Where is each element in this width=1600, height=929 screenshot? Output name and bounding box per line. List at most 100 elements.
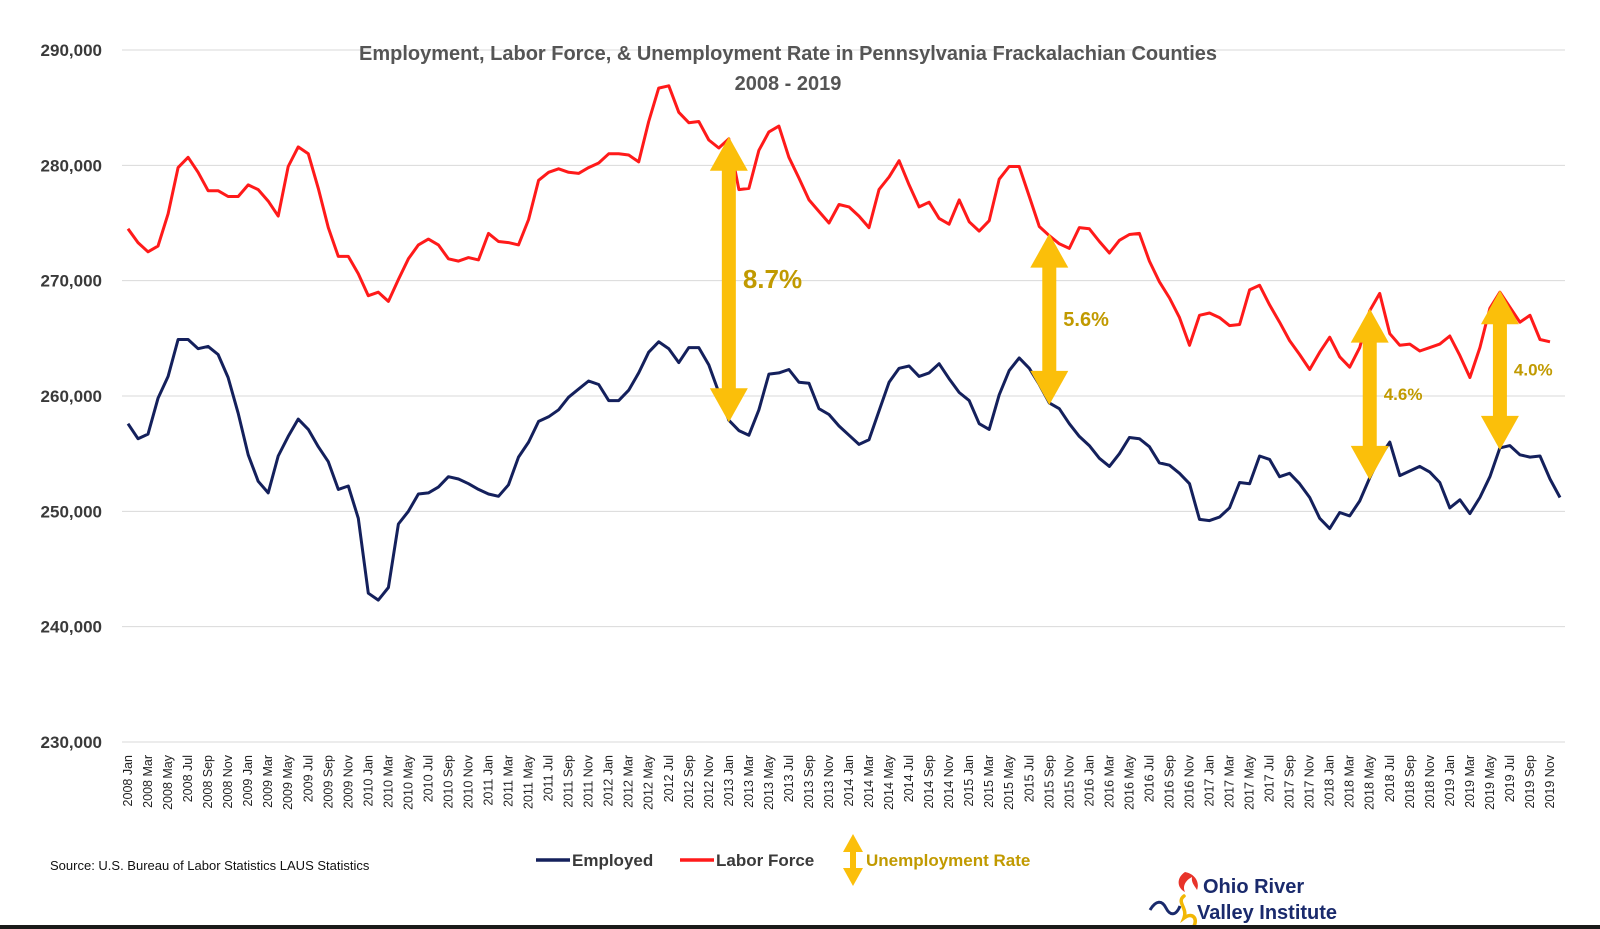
x-tick-label: 2014 Mar xyxy=(862,755,876,808)
x-tick-label: 2012 Nov xyxy=(702,754,716,808)
x-tick-label: 2013 Sep xyxy=(802,755,816,809)
x-tick-label: 2019 Jul xyxy=(1503,755,1517,802)
x-tick-label: 2016 Sep xyxy=(1163,755,1177,809)
x-tick-label: 2014 Jul xyxy=(902,755,916,802)
x-axis-ticks: 2008 Jan 2008 Mar 2008 May 2008 Jul 2008 Sep… xyxy=(121,754,1557,810)
unemployment-annotations: 8.7% 5.6% 4.6% 4.0% xyxy=(709,136,1553,480)
x-tick-label: 2016 Jul xyxy=(1142,755,1156,802)
x-tick-label: 2011 Jul xyxy=(542,755,556,801)
x-tick-label: 2015 Mar xyxy=(982,755,996,808)
x-tick-label: 2013 Jul xyxy=(782,755,796,802)
x-tick-label: 2013 Nov xyxy=(822,754,836,808)
x-tick-label: 2017 Jan xyxy=(1203,755,1217,806)
legend-arrow-icon xyxy=(843,834,863,886)
y-tick-label: 250,000 xyxy=(41,502,102,521)
logo-river-icon xyxy=(1179,894,1197,928)
x-tick-label: 2013 Jan xyxy=(722,755,736,806)
x-tick-label: 2012 May xyxy=(642,754,656,810)
x-tick-label: 2008 Jan xyxy=(121,755,135,806)
unemployment-arrow xyxy=(1350,308,1389,480)
x-tick-label: 2011 Jan xyxy=(482,755,496,806)
x-tick-label: 2014 Jan xyxy=(842,755,856,806)
x-tick-label: 2018 Jan xyxy=(1323,755,1337,806)
x-tick-label: 2008 Mar xyxy=(141,755,155,808)
logo-flame-icon xyxy=(1178,872,1198,892)
x-tick-label: 2011 May xyxy=(522,754,536,809)
x-tick-label: 2010 Nov xyxy=(462,754,476,808)
y-tick-label: 230,000 xyxy=(41,733,102,752)
x-tick-label: 2008 Sep xyxy=(201,755,215,809)
x-tick-label: 2008 May xyxy=(161,754,175,810)
x-tick-label: 2018 Nov xyxy=(1423,754,1437,808)
x-tick-label: 2019 Mar xyxy=(1463,755,1477,808)
gridlines xyxy=(122,49,1565,743)
legend-labor-force-label: Labor Force xyxy=(716,851,814,870)
ohio-river-valley-institute-logo: Ohio River Valley Institute xyxy=(1148,872,1337,928)
x-tick-label: 2015 Sep xyxy=(1042,755,1056,809)
x-tick-label: 2010 Jul xyxy=(421,755,435,802)
y-axis-ticks: 230,000 240,000 250,000 260,000 270,000 280,0… xyxy=(41,41,102,752)
logo-wave-icon xyxy=(1148,900,1182,916)
chart-title: Employment, Labor Force, & Unemployment … xyxy=(359,43,1217,65)
legend: Employed Labor Force Unemployment Rate xyxy=(536,834,1030,886)
series-line-employed xyxy=(126,338,1562,602)
x-tick-label: 2018 Mar xyxy=(1343,755,1357,808)
x-tick-label: 2018 May xyxy=(1363,754,1377,810)
y-tick-label: 280,000 xyxy=(41,156,102,175)
x-tick-label: 2016 May xyxy=(1122,754,1136,810)
unemployment-rate-label: 4.6% xyxy=(1384,385,1423,404)
x-tick-label: 2011 Nov xyxy=(582,754,596,807)
x-tick-label: 2010 Mar xyxy=(381,755,395,808)
series-lines xyxy=(126,84,1562,602)
unemployment-rate-label: 4.0% xyxy=(1514,361,1553,380)
x-tick-label: 2015 Nov xyxy=(1062,754,1076,808)
x-tick-label: 2009 Sep xyxy=(321,755,335,809)
x-tick-label: 2018 Jul xyxy=(1383,755,1397,802)
x-tick-label: 2019 May xyxy=(1483,754,1497,810)
x-tick-label: 2016 Nov xyxy=(1183,754,1197,808)
legend-employed-label: Employed xyxy=(572,851,653,870)
x-tick-label: 2015 Jul xyxy=(1022,755,1036,802)
x-tick-label: 2010 Jan xyxy=(361,755,375,806)
unemployment-arrow xyxy=(1480,290,1519,450)
chart-subtitle: 2008 - 2019 xyxy=(735,73,842,95)
logo-line1: Ohio River xyxy=(1203,876,1304,898)
x-tick-label: 2017 Sep xyxy=(1283,755,1297,809)
unemployment-rate-label: 5.6% xyxy=(1063,309,1109,331)
x-tick-label: 2012 Sep xyxy=(682,755,696,809)
x-tick-label: 2013 Mar xyxy=(742,755,756,808)
x-tick-label: 2017 Mar xyxy=(1223,755,1237,808)
y-tick-label: 260,000 xyxy=(41,387,102,406)
x-tick-label: 2019 Jan xyxy=(1443,755,1457,806)
x-tick-label: 2017 Nov xyxy=(1303,754,1317,808)
unemployment-arrow xyxy=(1030,233,1069,405)
bottom-rule xyxy=(0,925,1600,929)
x-tick-label: 2009 Mar xyxy=(261,755,275,808)
legend-unemployment-rate-label: Unemployment Rate xyxy=(866,851,1030,870)
x-tick-label: 2008 Jul xyxy=(181,755,195,802)
x-tick-label: 2009 May xyxy=(281,754,295,810)
y-tick-label: 270,000 xyxy=(41,272,102,291)
x-tick-label: 2014 Nov xyxy=(942,754,956,808)
x-tick-label: 2012 Mar xyxy=(622,755,636,808)
source-note: Source: U.S. Bureau of Labor Statistics … xyxy=(50,858,370,873)
x-tick-label: 2010 May xyxy=(401,754,415,810)
x-tick-label: 2015 Jan xyxy=(962,755,976,806)
x-tick-label: 2011 Sep xyxy=(562,755,576,808)
x-tick-label: 2014 Sep xyxy=(922,755,936,809)
x-tick-label: 2018 Sep xyxy=(1403,755,1417,809)
x-tick-label: 2017 Jul xyxy=(1263,755,1277,802)
logo-line2: Valley Institute xyxy=(1197,902,1337,924)
x-tick-label: 2011 Mar xyxy=(502,755,516,807)
x-tick-label: 2016 Jan xyxy=(1082,755,1096,806)
series-line-labor-force xyxy=(126,84,1551,379)
x-tick-label: 2013 May xyxy=(762,754,776,810)
x-tick-label: 2012 Jan xyxy=(602,755,616,806)
x-tick-label: 2009 Jul xyxy=(301,755,315,802)
x-tick-label: 2009 Nov xyxy=(341,754,355,808)
x-tick-label: 2008 Nov xyxy=(221,754,235,808)
x-tick-label: 2012 Jul xyxy=(662,755,676,802)
x-tick-label: 2019 Sep xyxy=(1523,755,1537,809)
x-tick-label: 2015 May xyxy=(1002,754,1016,810)
